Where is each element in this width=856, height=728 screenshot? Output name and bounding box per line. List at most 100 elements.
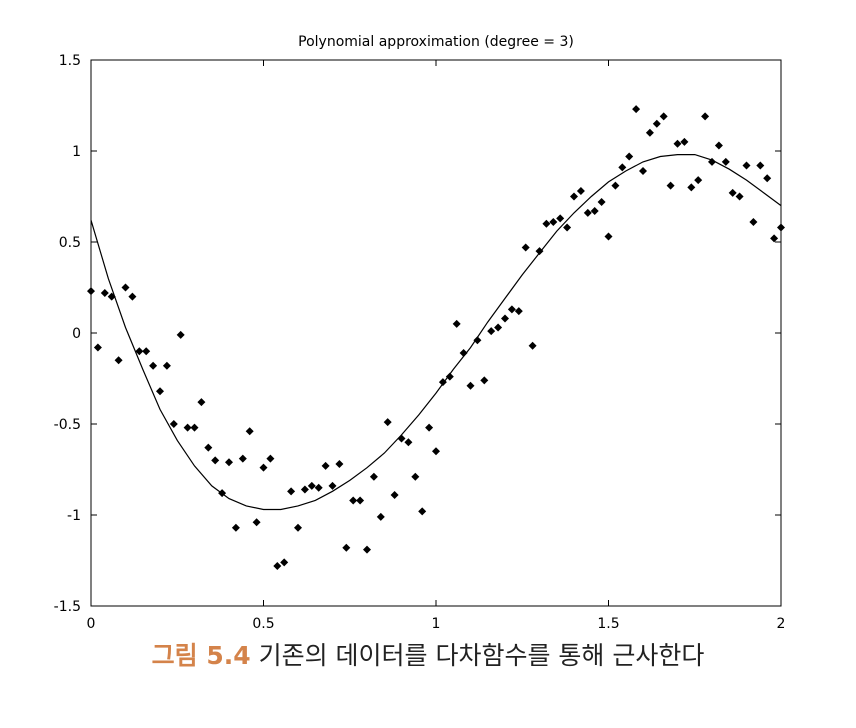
data-point bbox=[528, 341, 537, 350]
data-point bbox=[390, 490, 399, 499]
figure-label: 그림 5.4 bbox=[151, 641, 251, 670]
data-point bbox=[162, 361, 171, 370]
data-point bbox=[576, 187, 585, 196]
data-point bbox=[252, 518, 261, 527]
data-points-layer bbox=[87, 105, 785, 570]
data-point bbox=[156, 387, 164, 396]
data-point bbox=[314, 483, 323, 492]
x-tick-label: 0.5 bbox=[252, 616, 274, 632]
data-point bbox=[218, 489, 227, 498]
data-point bbox=[135, 347, 144, 356]
data-point bbox=[604, 232, 613, 241]
data-point bbox=[425, 423, 434, 432]
data-point bbox=[666, 181, 675, 190]
data-point bbox=[452, 319, 461, 328]
data-point bbox=[618, 163, 627, 172]
data-point bbox=[480, 376, 489, 385]
data-point bbox=[204, 443, 213, 452]
data-point bbox=[777, 223, 785, 232]
data-point bbox=[735, 192, 744, 201]
data-point bbox=[535, 247, 544, 256]
data-point bbox=[280, 558, 289, 567]
data-point bbox=[93, 343, 102, 352]
data-point bbox=[687, 183, 696, 192]
data-point bbox=[349, 496, 358, 505]
data-point bbox=[770, 234, 779, 243]
data-point bbox=[383, 418, 392, 427]
data-point bbox=[542, 219, 551, 228]
data-point bbox=[225, 458, 233, 467]
data-point bbox=[294, 523, 302, 532]
data-point bbox=[701, 112, 710, 121]
data-point bbox=[466, 381, 475, 390]
fitted-curve-layer bbox=[90, 154, 782, 511]
x-tick-label: 1 bbox=[432, 616, 441, 632]
data-point bbox=[556, 214, 565, 223]
data-point bbox=[583, 208, 592, 217]
y-tick-label: 0.5 bbox=[59, 235, 81, 251]
data-point bbox=[87, 287, 95, 296]
data-point bbox=[183, 423, 192, 432]
data-point bbox=[211, 456, 220, 465]
data-point bbox=[708, 157, 716, 166]
data-point bbox=[487, 327, 496, 336]
data-point bbox=[763, 174, 772, 183]
data-point bbox=[721, 157, 730, 166]
data-point bbox=[356, 496, 365, 505]
data-point bbox=[266, 454, 275, 463]
data-point bbox=[694, 176, 703, 185]
data-point bbox=[169, 420, 178, 428]
data-point bbox=[728, 188, 737, 197]
data-point bbox=[176, 330, 185, 339]
data-point bbox=[756, 161, 765, 170]
data-point bbox=[432, 447, 440, 456]
data-point bbox=[597, 197, 606, 206]
data-point bbox=[376, 512, 385, 521]
data-point bbox=[404, 438, 413, 447]
y-tick-label: 1.5 bbox=[59, 53, 81, 69]
data-point bbox=[659, 112, 668, 121]
data-point bbox=[142, 347, 151, 356]
data-point bbox=[197, 398, 206, 407]
data-point bbox=[652, 119, 661, 128]
data-point bbox=[459, 349, 468, 358]
data-point bbox=[287, 487, 296, 496]
data-point bbox=[611, 181, 620, 190]
data-point bbox=[363, 545, 371, 554]
data-point bbox=[231, 523, 240, 532]
data-point bbox=[549, 217, 558, 226]
plot-area bbox=[90, 59, 782, 607]
figure-caption: 그림 5.4 기존의 데이터를 다차함수를 통해 근사한다 bbox=[0, 636, 856, 672]
y-tick-label: -0.5 bbox=[54, 417, 81, 433]
data-point bbox=[190, 423, 199, 432]
data-point bbox=[418, 507, 427, 516]
data-point bbox=[342, 543, 351, 552]
data-point bbox=[521, 243, 530, 252]
data-point bbox=[570, 192, 578, 201]
data-point bbox=[680, 137, 689, 146]
data-point bbox=[473, 336, 482, 345]
data-point bbox=[563, 223, 572, 232]
data-point bbox=[100, 288, 109, 297]
data-point bbox=[632, 105, 641, 114]
data-point bbox=[507, 305, 516, 314]
data-point bbox=[328, 481, 337, 490]
data-point bbox=[590, 207, 599, 216]
data-point bbox=[445, 372, 454, 381]
data-point bbox=[494, 323, 503, 332]
data-point bbox=[438, 378, 447, 387]
data-point bbox=[625, 152, 634, 161]
axis-ticks: 0 0.5 1 1.5 2 1.5 1 0.5 0 -0.5 -1 -1.5 bbox=[54, 53, 786, 632]
data-point bbox=[411, 472, 420, 481]
figure-caption-text: 기존의 데이터를 다차함수를 통해 근사한다 bbox=[258, 641, 705, 670]
data-point bbox=[245, 427, 254, 436]
data-point bbox=[273, 561, 282, 570]
data-point bbox=[742, 161, 751, 170]
data-point bbox=[128, 292, 137, 301]
y-tick-label: 0 bbox=[72, 326, 81, 342]
data-point bbox=[673, 139, 682, 148]
data-point bbox=[397, 434, 406, 443]
data-point bbox=[121, 283, 130, 292]
data-point bbox=[238, 454, 247, 463]
